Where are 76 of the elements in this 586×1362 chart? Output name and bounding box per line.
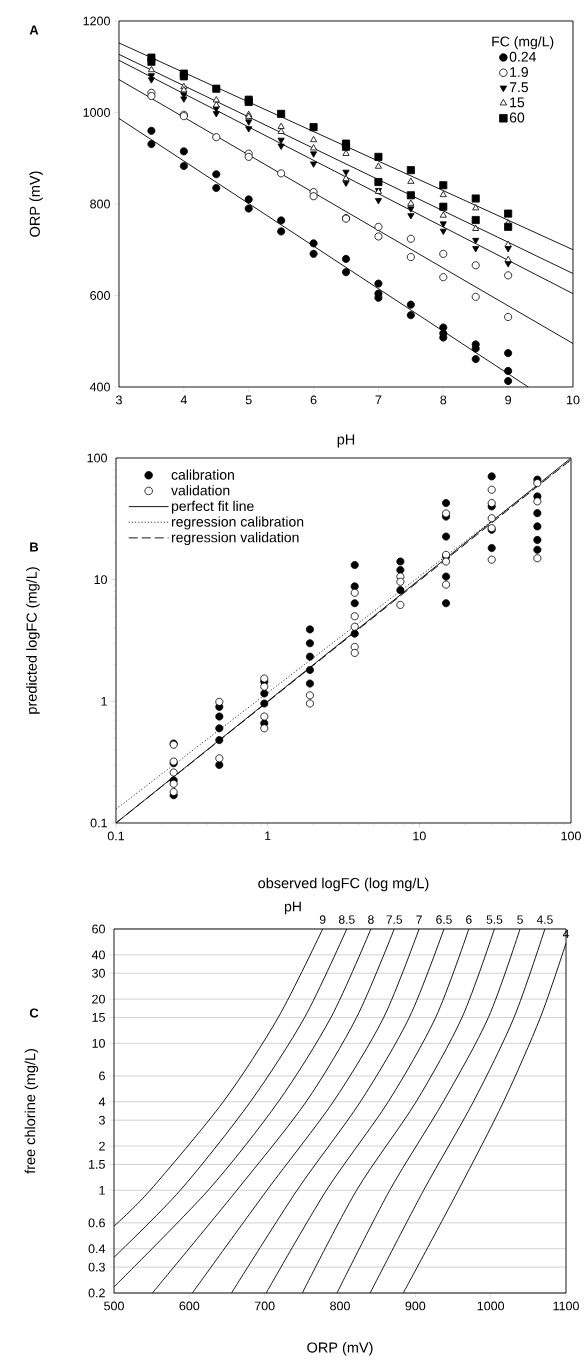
y-axis-title: free chlorine (mg/L): [24, 1049, 39, 1174]
y-tick-label: 40: [91, 950, 105, 960]
legend-label: 60: [509, 112, 525, 123]
x-axis-title: pH: [337, 434, 355, 448]
series-label: 6: [466, 915, 472, 924]
y-tick-label: 600: [90, 291, 110, 300]
y-tick-label: 0.3: [88, 1262, 105, 1272]
y-tick-label: 0.6: [88, 1218, 105, 1228]
x-axis-title: observed logFC (log mg/L): [258, 877, 429, 892]
legend-label: calibration: [171, 469, 234, 480]
series-label: 7.5: [386, 915, 403, 924]
x-tick-label: 9: [505, 395, 512, 405]
y-tick-label: 1000: [83, 108, 110, 117]
x-tick-label: 800: [330, 1301, 350, 1311]
y-tick-label: 0.1: [90, 818, 107, 828]
series-label: 8.5: [338, 915, 355, 924]
x-tick-label: 3: [116, 395, 122, 405]
y-tick-label: 20: [92, 994, 105, 1004]
x-tick-label: 600: [179, 1301, 200, 1311]
y-tick-label: 10: [92, 1038, 105, 1048]
y-axis-title: predicted logFC (mg/L): [26, 567, 40, 714]
y-tick-label: 1.5: [89, 1160, 105, 1169]
x-tick-label: 6: [310, 395, 317, 405]
x-tick-label: 10: [413, 831, 426, 841]
y-tick-label: 30: [92, 968, 105, 978]
text: C: [29, 1008, 39, 1018]
y-tick-label: 800: [90, 199, 110, 209]
series-label: 9: [319, 915, 326, 924]
legend-label: 7.5: [509, 82, 529, 93]
legend-label: regression validation: [171, 532, 299, 546]
series-label: 8: [368, 915, 374, 924]
x-tick-label: 10: [567, 395, 580, 405]
x-tick-label: 7: [375, 395, 382, 405]
x-tick-label: 4: [180, 395, 187, 405]
x-tick-label: 500: [104, 1301, 124, 1311]
y-tick-label: 6: [99, 1071, 105, 1081]
y-tick-label: 1: [99, 1185, 105, 1195]
legend-label: validation: [171, 485, 230, 496]
x-tick-label: 1: [265, 831, 271, 841]
text: A: [29, 25, 39, 35]
y-tick-label: 1200: [83, 16, 110, 26]
series-label: 5.5: [486, 915, 503, 924]
series-label: 7: [416, 915, 422, 924]
y-tick-label: 0.4: [88, 1244, 106, 1254]
y-tick-label: 1: [101, 697, 107, 706]
x-tick-label: 900: [405, 1301, 426, 1311]
y-axis-title: ORP (mV): [29, 171, 43, 237]
x-tick-label: 1100: [553, 1301, 579, 1311]
x-tick-label: 100: [561, 831, 581, 841]
x-axis-title: ORP (mV): [307, 1342, 373, 1356]
legend-label: 0.24: [509, 51, 537, 62]
text: B: [30, 542, 39, 552]
text: pH: [284, 901, 301, 915]
y-tick-label: 10: [94, 575, 107, 585]
x-tick-label: 1000: [477, 1301, 505, 1311]
legend-label: perfect fit line: [171, 500, 254, 514]
series-label: 6.5: [436, 915, 452, 924]
x-tick-label: 0.1: [107, 831, 125, 841]
y-tick-label: 15: [92, 1013, 105, 1022]
y-tick-label: 400: [89, 382, 110, 392]
legend-label: 15: [510, 97, 525, 108]
series-label: 4.5: [536, 915, 553, 924]
y-tick-label: 3: [98, 1115, 105, 1125]
series-label: 5: [517, 915, 523, 924]
y-tick-label: 100: [87, 453, 107, 463]
legend-title: FC (mg/L): [492, 36, 554, 50]
y-tick-label: 4: [98, 1097, 106, 1107]
x-tick-label: 8: [440, 395, 447, 405]
x-tick-label: 5: [245, 395, 252, 405]
y-tick-label: 0.2: [88, 1288, 105, 1298]
legend-label: regression calibration: [171, 516, 304, 530]
legend-label: 1.9: [510, 67, 528, 78]
y-tick-label: 60: [92, 924, 105, 934]
y-tick-label: 2: [99, 1141, 105, 1151]
x-tick-label: 700: [254, 1301, 275, 1311]
series-label: 4: [562, 929, 569, 939]
